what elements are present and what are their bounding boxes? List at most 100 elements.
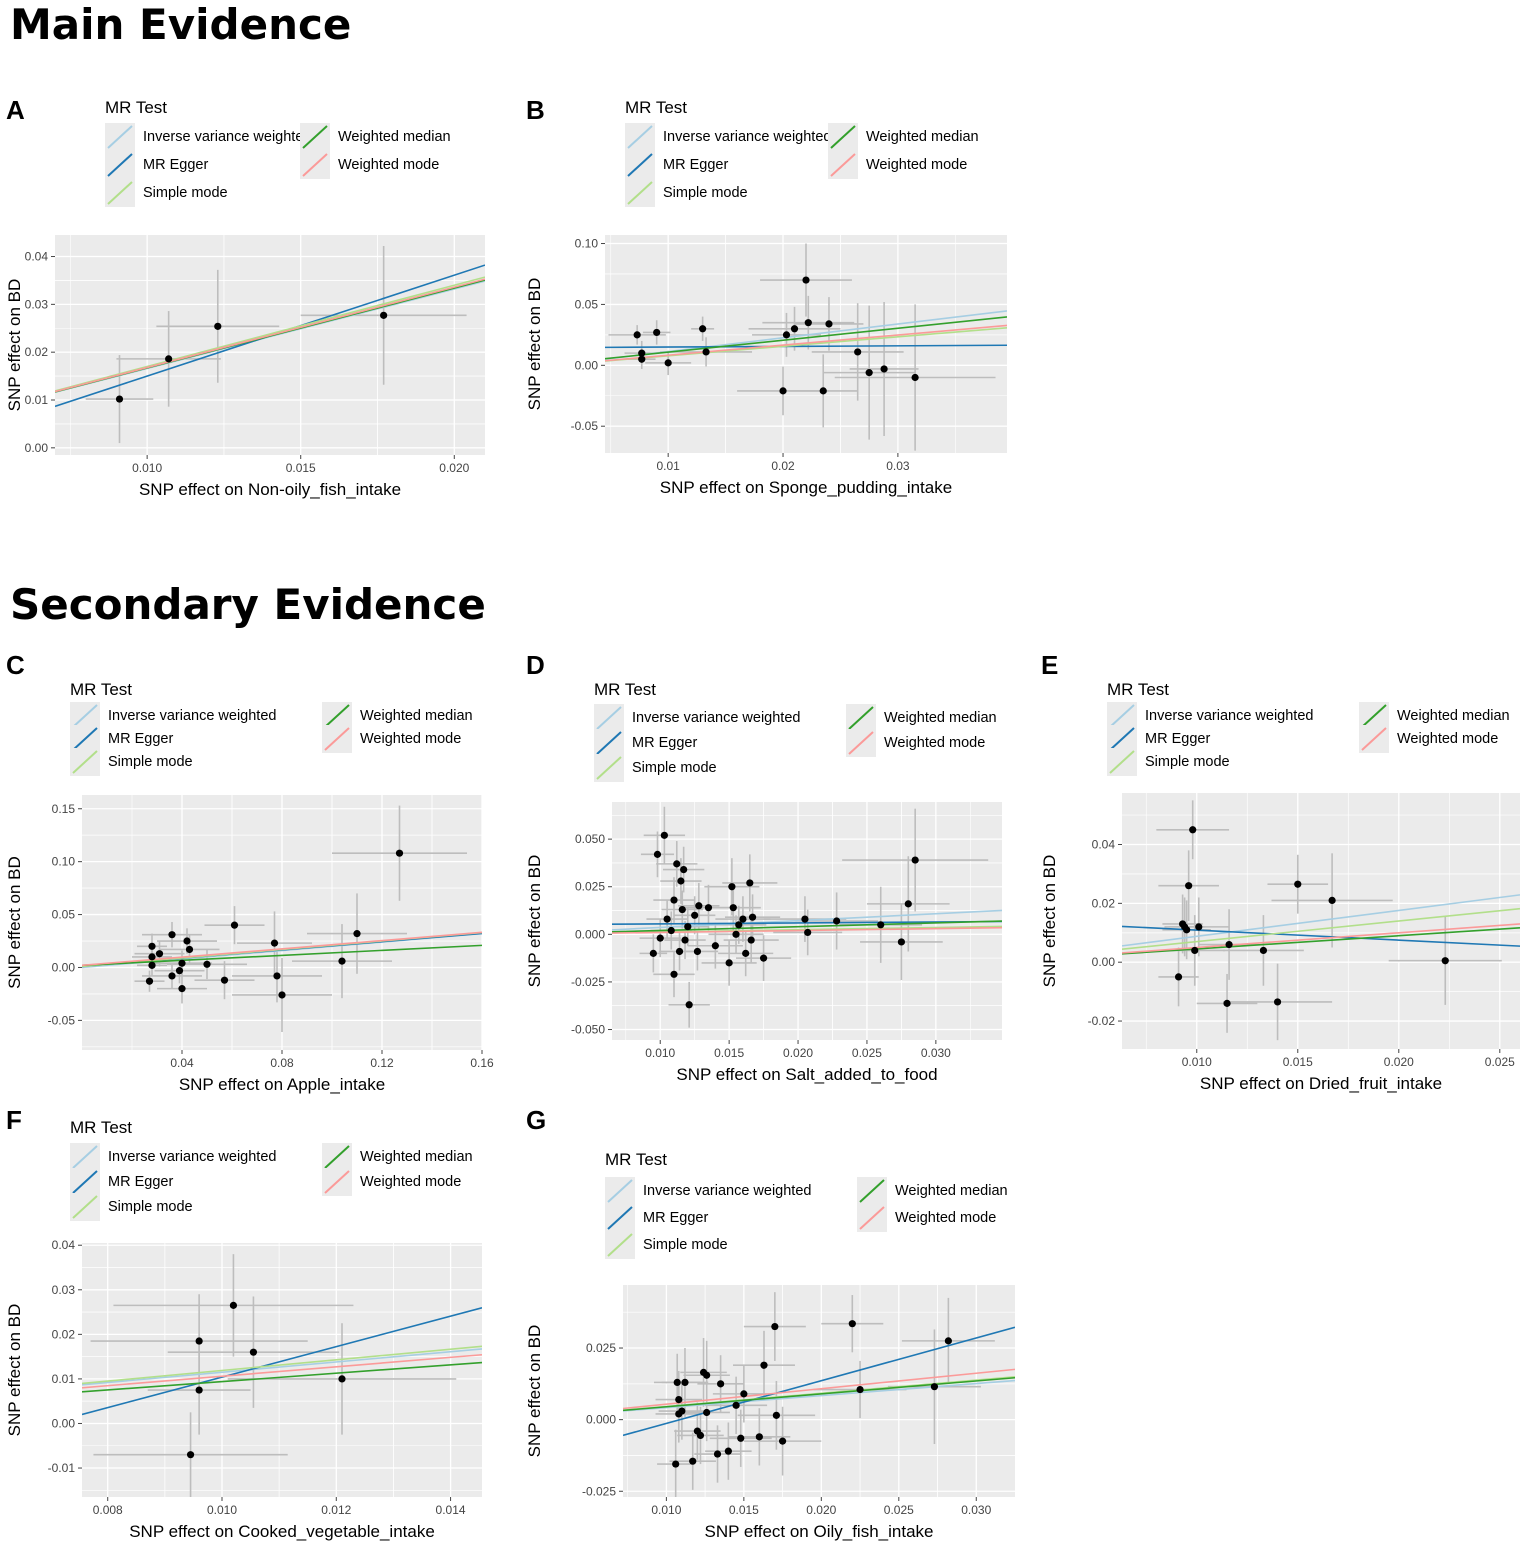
data-point (691, 911, 699, 919)
data-point (677, 877, 685, 885)
data-points (1174, 826, 1449, 1007)
x-tick-label: 0.04 (170, 1056, 194, 1070)
x-tick-label: 0.015 (286, 461, 316, 475)
legend-key-line-icon (594, 754, 624, 782)
legend-key-line-icon (322, 725, 352, 753)
chart-panel-e: E MR Test Inverse variance weighted MR Egge… (1035, 650, 1535, 1105)
legend-label: Simple mode (143, 185, 228, 201)
panel-label: G (526, 1105, 547, 1135)
legend-item-ivw: Inverse variance weighted (105, 123, 311, 151)
regression-lines (623, 1326, 1015, 1437)
legend-label: Weighted mode (866, 157, 968, 173)
legend-label: Weighted median (360, 708, 473, 724)
legend-item-wmedian: Weighted median (322, 1143, 473, 1171)
regression-line-egger (623, 1326, 1015, 1437)
y-tick-label: 0.03 (52, 1283, 76, 1297)
legend-item-wmode: Weighted mode (322, 1168, 461, 1196)
y-tick-label: -0.025 (582, 1484, 616, 1498)
legend-label: Inverse variance weighted (632, 710, 801, 726)
data-point (904, 900, 912, 908)
legend-item-wmedian: Weighted median (300, 123, 451, 151)
regression-line-simple (1122, 907, 1520, 951)
x-tick-label: 0.02 (771, 459, 795, 473)
plot-background (82, 1243, 482, 1497)
data-point (664, 359, 672, 367)
legend-item-wmedian: Weighted median (857, 1177, 1008, 1205)
panel-label: C (6, 650, 25, 680)
data-point (729, 904, 737, 912)
legend-item-egger: MR Egger (105, 151, 208, 179)
data-point (944, 1337, 952, 1345)
legend-title: MR Test (105, 98, 168, 117)
data-point (656, 934, 664, 942)
data-point (713, 1450, 722, 1458)
y-tick-label: 0.000 (586, 1413, 616, 1427)
legend-key-line-icon (70, 1193, 100, 1221)
data-point (270, 939, 279, 947)
legend-label: MR Egger (143, 157, 209, 173)
legend-key-line-icon (846, 729, 876, 757)
data-point (897, 938, 905, 946)
legend-item-ivw: Inverse variance weighted (70, 1143, 276, 1171)
data-points (186, 1301, 346, 1459)
x-tick-label: 0.08 (270, 1056, 294, 1070)
legend-item-simple: Simple mode (70, 1193, 193, 1221)
axis-ticks: 0.010 0.015 0.020 0.025 0.030 -0.050 -0.025 0.0… (571, 832, 951, 1060)
y-tick-label: 0.02 (1092, 896, 1116, 910)
data-point (380, 311, 388, 319)
regression-line-wmode (82, 1353, 482, 1389)
legend-label: Weighted median (1397, 708, 1510, 724)
axis-ticks: 0.04 0.08 0.12 0.16 -0.05 0.00 0.05 0.10 0.15 (48, 802, 494, 1070)
legend-label: MR Egger (643, 1210, 709, 1226)
data-points (672, 1320, 952, 1468)
legend-key-line-icon (828, 123, 858, 151)
regression-lines (605, 310, 1007, 362)
data-point (732, 930, 740, 938)
y-tick-label: -0.02 (1088, 1014, 1116, 1028)
legend-label: MR Egger (1145, 731, 1211, 747)
x-tick-label: 0.008 (93, 1503, 123, 1517)
regression-line-egger (82, 1307, 482, 1416)
data-point (779, 387, 787, 395)
secondary-evidence-heading: Secondary Evidence (10, 580, 486, 629)
y-axis-title: SNP effect on BD (5, 856, 24, 989)
data-point (856, 1385, 864, 1394)
data-point (711, 942, 719, 950)
regression-line-wmedian (82, 1361, 482, 1393)
chart-panel-g: G MR Test Inverse variance weighted MR Egge… (520, 1105, 1020, 1555)
regression-line-wmode (55, 278, 485, 393)
data-point (230, 921, 239, 929)
data-point (737, 1434, 745, 1442)
data-point (699, 325, 707, 333)
legend-item-wmedian: Weighted median (828, 123, 979, 151)
x-axis-title: SNP effect on Cooked_vegetable_intake (129, 1522, 435, 1541)
data-point (653, 328, 661, 337)
plot-area: 0.010 0.015 0.020 0.025 0.030 -0.025 0.000 0.02… (525, 1285, 1015, 1541)
legend-key-line-icon (605, 1231, 635, 1259)
legend-key-line-icon (105, 151, 135, 179)
data-point (338, 1375, 346, 1383)
legend-item-wmode: Weighted mode (857, 1204, 996, 1232)
regression-line-wmedian (1122, 926, 1520, 955)
chart-panel-f: F MR Test Inverse variance weighted MR Egge… (0, 1105, 495, 1555)
legend-key-line-icon (625, 179, 655, 207)
data-point (178, 985, 186, 993)
legend-label: MR Egger (108, 731, 174, 747)
x-tick-label: 0.015 (714, 1046, 744, 1060)
data-point (338, 957, 346, 965)
data-point (880, 365, 888, 373)
y-tick-label: 0.15 (52, 802, 76, 816)
y-axis-title: SNP effect on BD (525, 855, 544, 988)
data-point (802, 276, 810, 284)
data-point (678, 1407, 686, 1415)
legend-label: Inverse variance weighted (1145, 708, 1314, 724)
regression-lines (55, 264, 485, 408)
data-point (819, 387, 827, 395)
data-point (681, 936, 689, 944)
gridlines (55, 235, 485, 455)
data-point (148, 942, 156, 950)
x-axis-title: SNP effect on Salt_added_to_food (676, 1065, 937, 1084)
axis-ticks: 0.010 0.015 0.020 0.00 0.01 0.02 0.03 0.04 (25, 250, 470, 475)
data-point (203, 960, 211, 968)
regression-line-wmode (623, 1368, 1015, 1410)
